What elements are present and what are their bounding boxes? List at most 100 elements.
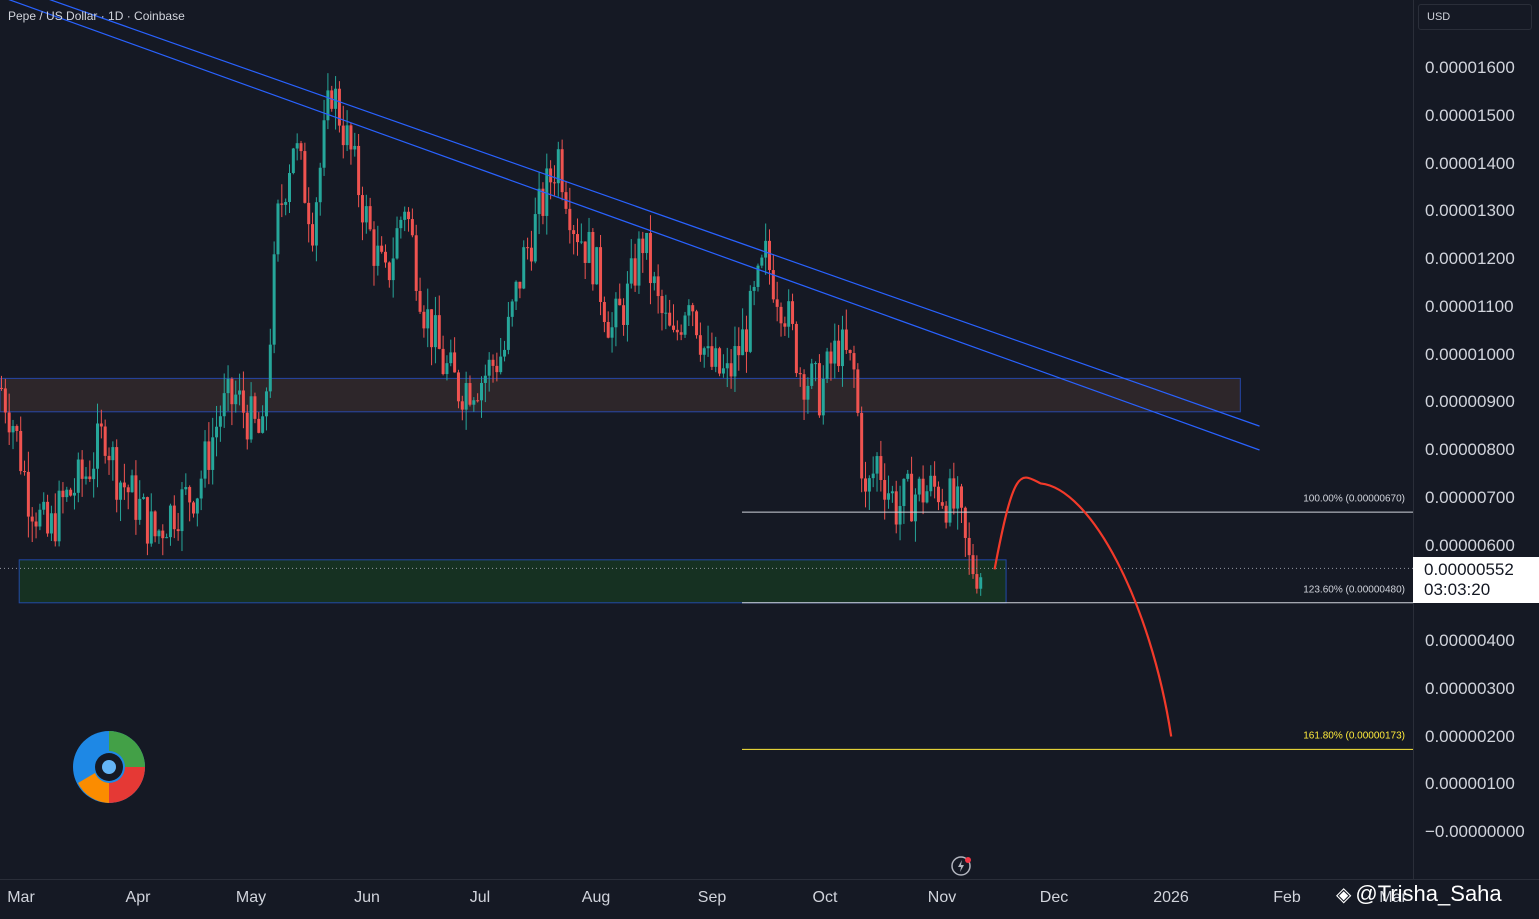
candle-body bbox=[322, 120, 326, 168]
candle-body bbox=[449, 352, 453, 364]
price-tick-label: 0.00001500 bbox=[1425, 105, 1515, 125]
symbol-title[interactable]: Pepe / US Dollar · 1D · Coinbase bbox=[8, 9, 185, 23]
candle-body bbox=[161, 530, 165, 539]
candle-body bbox=[357, 145, 361, 196]
candle-body bbox=[299, 143, 303, 152]
candle-body bbox=[111, 447, 115, 461]
candle-body bbox=[142, 497, 146, 499]
candle-body bbox=[879, 456, 883, 481]
binance-diamond-icon: ◈ bbox=[1336, 884, 1352, 906]
candle-body bbox=[395, 228, 399, 259]
candle-body bbox=[583, 241, 587, 263]
candle-body bbox=[756, 265, 760, 287]
candle-body bbox=[433, 315, 437, 348]
price-tick-label: 0.00000400 bbox=[1425, 631, 1515, 650]
candle-body bbox=[921, 478, 925, 503]
candle-body bbox=[334, 88, 338, 109]
price-tick-label: 0.00001000 bbox=[1425, 344, 1515, 364]
support-zone bbox=[18, 559, 1007, 604]
candle-body bbox=[184, 487, 188, 490]
candle-body bbox=[760, 257, 764, 266]
candle-body bbox=[844, 329, 848, 350]
candle-body bbox=[768, 240, 771, 271]
candle-body bbox=[702, 348, 706, 355]
price-axis[interactable]: USD 0.00001600 0.00001500 0.00001400 0.0000… bbox=[1413, 0, 1539, 879]
candle-body bbox=[34, 521, 38, 527]
candle-body bbox=[280, 203, 284, 205]
candle-body bbox=[898, 506, 902, 525]
candle-body bbox=[349, 125, 353, 150]
candle-body bbox=[779, 306, 783, 324]
candle-body bbox=[787, 301, 791, 327]
candle-body bbox=[645, 232, 649, 254]
bar-countdown: 03:03:20 bbox=[1424, 580, 1491, 599]
candle-body bbox=[88, 476, 92, 480]
chart-pane[interactable]: Pepe / US Dollar · 1D · Coinbase 100.00%… bbox=[0, 0, 1413, 879]
price-tick-label: 0.00000600 bbox=[1425, 535, 1515, 555]
candle-body bbox=[526, 247, 530, 249]
price-tick-label: 0.00001200 bbox=[1425, 249, 1515, 268]
price-tick-label: 0.00000200 bbox=[1425, 726, 1515, 746]
candle-body bbox=[414, 235, 418, 291]
price-tick-label: 0.00001100 bbox=[1425, 296, 1514, 316]
candle-body bbox=[249, 396, 253, 440]
fib-layer bbox=[742, 511, 1413, 750]
price-tick-label: 0.00001400 bbox=[1425, 153, 1515, 173]
time-tick-label: 2026 bbox=[1153, 889, 1189, 906]
replay-icon[interactable] bbox=[950, 855, 972, 879]
candle-body bbox=[840, 329, 844, 367]
chart-canvas[interactable] bbox=[0, 0, 1413, 879]
candle-body bbox=[533, 214, 537, 262]
watermark-text: @Trisha_Saha bbox=[1355, 881, 1502, 906]
candle-body bbox=[199, 478, 203, 499]
candle-body bbox=[257, 418, 261, 433]
candle-body bbox=[368, 206, 372, 230]
candle-body bbox=[529, 247, 533, 262]
candle-body bbox=[579, 241, 583, 243]
candle-body bbox=[867, 478, 871, 492]
candle-body bbox=[817, 363, 821, 416]
candle-body bbox=[464, 383, 468, 410]
time-tick-label: Feb bbox=[1273, 889, 1301, 906]
candle-body bbox=[871, 473, 875, 479]
time-axis[interactable]: Mar Apr May Jun Jul Aug Sep Oct Nov Dec 2026 Feb Mar bbox=[0, 879, 1539, 919]
candle-body bbox=[687, 305, 691, 316]
candle-body bbox=[664, 312, 668, 314]
candle-body bbox=[99, 423, 103, 427]
candle-body bbox=[157, 530, 161, 537]
time-tick-label: Mar bbox=[1379, 889, 1407, 906]
candle-body bbox=[913, 494, 917, 522]
candle-body bbox=[752, 286, 756, 291]
candle-body bbox=[253, 396, 257, 419]
candle-body bbox=[268, 344, 272, 392]
current-price-label: 0.00000552 03:03:20 bbox=[1413, 557, 1539, 603]
candle-body bbox=[537, 188, 541, 215]
candle-body bbox=[203, 441, 207, 479]
candle-body bbox=[625, 283, 629, 325]
candle-body bbox=[245, 412, 249, 440]
candle-body bbox=[775, 299, 779, 307]
candle-body bbox=[967, 537, 971, 556]
candle-body bbox=[53, 513, 57, 542]
candle-body bbox=[890, 491, 894, 494]
zones-layer bbox=[0, 377, 1241, 604]
candle-body bbox=[226, 378, 230, 394]
candle-body bbox=[887, 493, 891, 500]
price-tick-label: 0.00000100 bbox=[1425, 774, 1515, 794]
currency-selector[interactable]: USD bbox=[1418, 4, 1532, 30]
candle-body bbox=[149, 511, 153, 544]
candle-body bbox=[272, 254, 276, 345]
price-tick-label: 0.00000800 bbox=[1425, 440, 1515, 459]
candle-body bbox=[276, 203, 280, 255]
candle-body bbox=[119, 482, 123, 500]
candle-body bbox=[771, 270, 775, 300]
time-tick-label: Apr bbox=[125, 889, 151, 906]
candle-body bbox=[11, 426, 15, 433]
candle-body bbox=[695, 311, 699, 336]
candle-body bbox=[595, 247, 599, 285]
candle-body bbox=[810, 363, 814, 386]
candle-body bbox=[288, 173, 291, 203]
candle-body bbox=[372, 229, 376, 266]
candle-body bbox=[387, 262, 391, 281]
candle-body bbox=[602, 302, 606, 322]
